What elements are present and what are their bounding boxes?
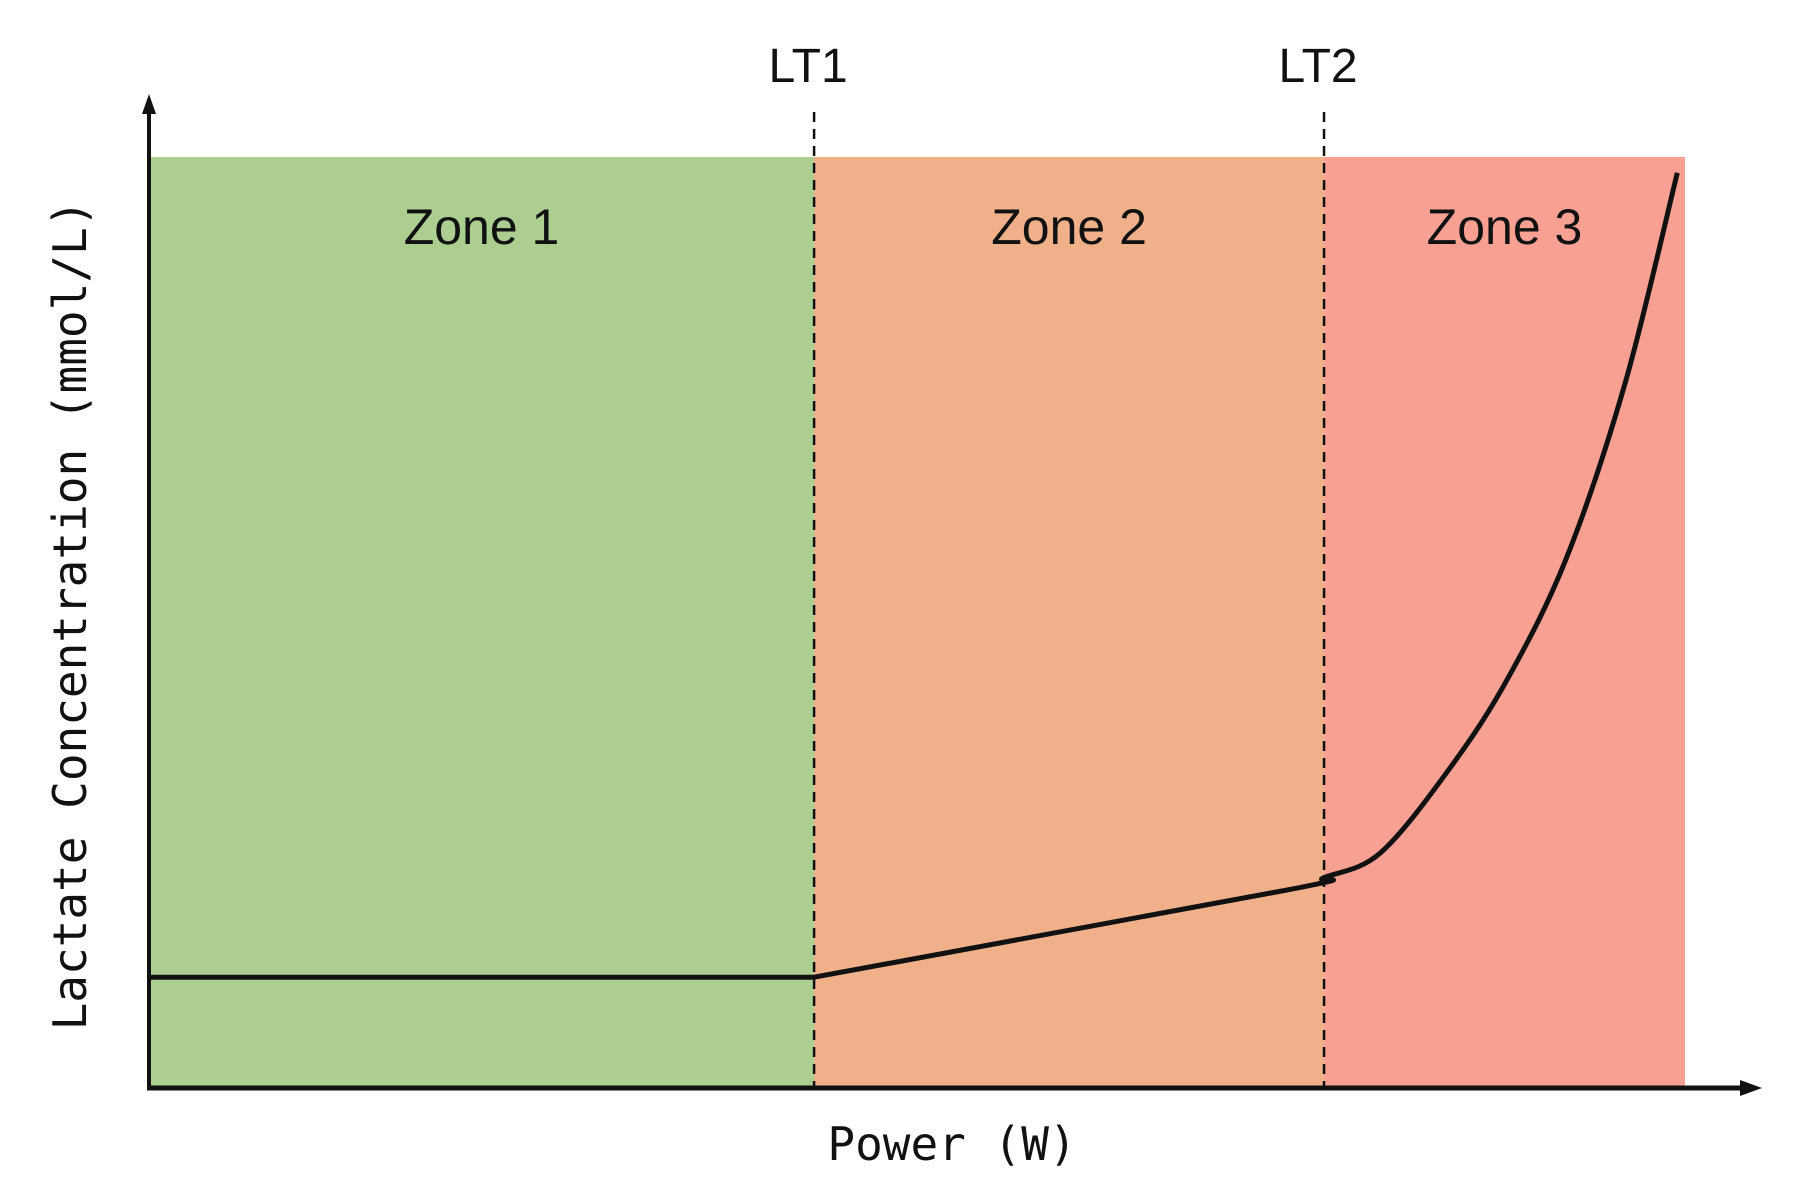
lt2-label: LT2	[1278, 40, 1357, 93]
zone-labels: Zone 1 Zone 2 Zone 3	[404, 199, 1583, 255]
x-axis-label: Power (W)	[827, 1117, 1076, 1171]
axes	[142, 94, 1762, 1096]
zone-3-band	[1324, 157, 1685, 1088]
threshold-lines: LT1 LT2	[769, 40, 1358, 1088]
y-axis-arrow-icon	[142, 94, 156, 114]
lt1-label: LT1	[769, 40, 848, 93]
lactate-curve	[149, 172, 1680, 980]
zone-1-band	[149, 157, 815, 1088]
x-axis-arrow-icon	[1740, 1080, 1762, 1096]
zone-backgrounds	[149, 157, 1685, 1088]
zone-2-label: Zone 2	[991, 199, 1147, 255]
zone-1-label: Zone 1	[404, 199, 560, 255]
zone-2-band	[814, 157, 1325, 1088]
y-axis-label: Lactate Concentration (mmol/L)	[43, 200, 97, 1031]
zone-3-label: Zone 3	[1427, 199, 1583, 255]
